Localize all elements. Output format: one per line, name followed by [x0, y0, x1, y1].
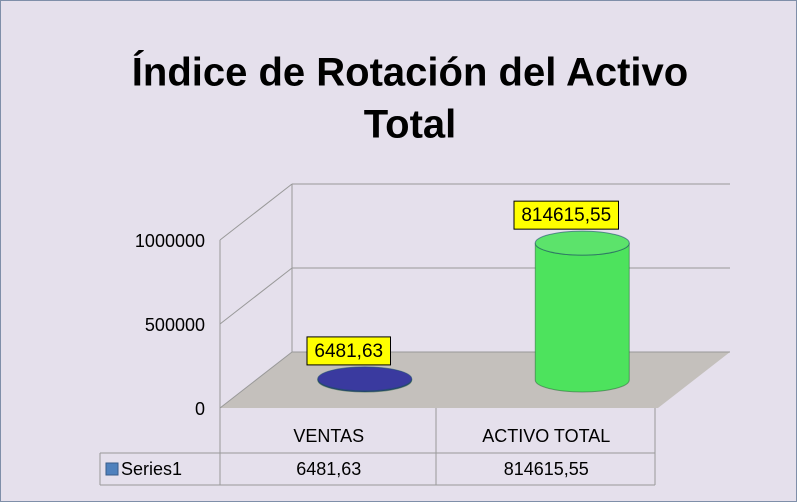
grid-line-side [219, 183, 293, 241]
data-table-value: 6481,63 [296, 459, 361, 479]
data-table-lines [99, 408, 656, 486]
y-tick-label: 500000 [145, 315, 205, 335]
data-label-box [513, 200, 619, 230]
x-category-label: VENTAS [293, 426, 364, 446]
x-category-label: ACTIVO TOTAL [482, 426, 610, 446]
cylinder-top [534, 230, 630, 256]
cylinder [317, 366, 413, 393]
chart-title-line-1: Índice de Rotación del Activo [132, 50, 688, 95]
cylinder-top [317, 366, 413, 392]
cylinder-body [534, 243, 630, 393]
data-label: 814615,55 [521, 205, 611, 226]
grid-line-side [219, 267, 293, 325]
chart-title-line-2: Total [364, 103, 457, 147]
y-tick-label: 1000000 [135, 231, 205, 251]
data-label-box [306, 336, 391, 366]
data-label: 6481,63 [314, 341, 383, 362]
grid-line-side [219, 351, 293, 409]
legend-label: Series1 [121, 459, 182, 479]
cylinder [534, 230, 630, 393]
legend-swatch [105, 462, 119, 476]
floor [220, 352, 730, 408]
data-table-value: 814615,55 [504, 459, 589, 479]
y-tick-label: 0 [195, 399, 205, 419]
